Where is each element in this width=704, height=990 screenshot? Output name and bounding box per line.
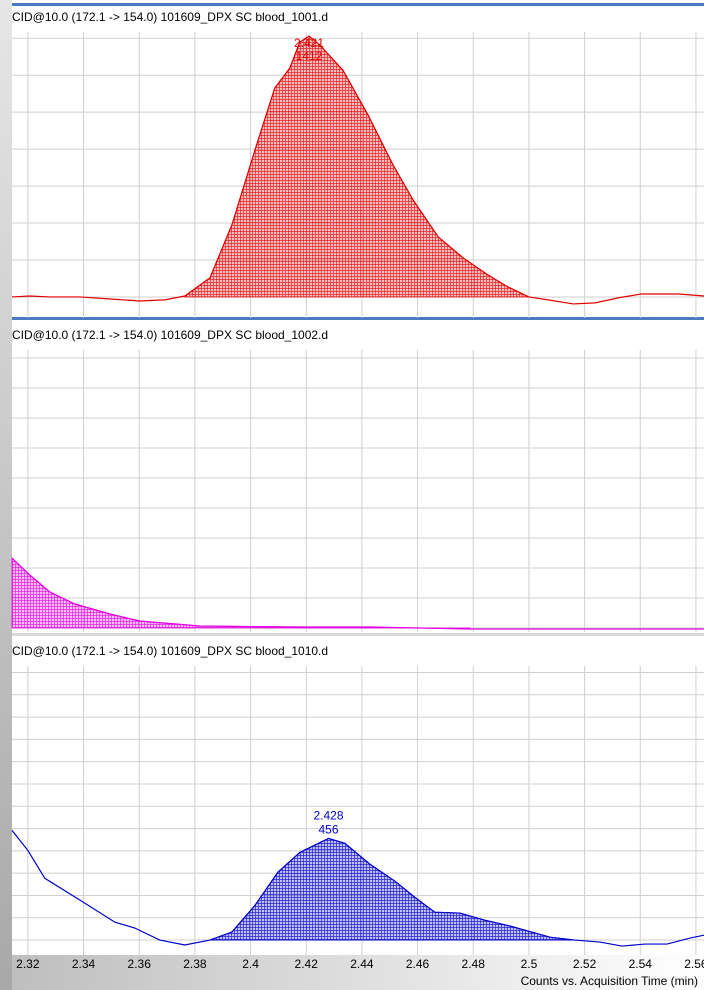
- x-tick-label: 2.44: [350, 957, 374, 971]
- peak-label-time: 2.421: [294, 36, 324, 50]
- panel-title: CID@10.0 (172.1 -> 154.0) 101609_DPX SC …: [12, 328, 328, 342]
- x-axis-title: Counts vs. Acquisition Time (min): [521, 974, 698, 988]
- x-tick-label: 2.34: [72, 957, 96, 971]
- x-tick-label: 2.56: [684, 957, 704, 971]
- side-strip: [0, 0, 12, 990]
- peak-label-counts: 456: [318, 823, 338, 837]
- x-tick-label: 2.52: [573, 957, 597, 971]
- trace: [11, 35, 704, 305]
- x-tick-label: 2.48: [462, 957, 486, 971]
- x-tick-label: 2.4: [242, 957, 259, 971]
- x-tick-label: 2.38: [183, 957, 207, 971]
- panel-border: [12, 317, 704, 320]
- x-tick-label: 2.32: [16, 957, 40, 971]
- panel-border: [12, 633, 704, 636]
- trace: [11, 829, 704, 947]
- panel-title: CID@10.0 (172.1 -> 154.0) 101609_DPX SC …: [12, 644, 328, 658]
- panel-title: CID@10.0 (172.1 -> 154.0) 101609_DPX SC …: [12, 10, 328, 24]
- peak-label-time: 2.428: [313, 809, 343, 823]
- axis-strip: [0, 955, 704, 990]
- x-tick-label: 2.54: [629, 957, 653, 971]
- peak-label-counts: 1412: [296, 49, 323, 63]
- x-tick-label: 2.42: [295, 957, 319, 971]
- panel-border: [12, 3, 704, 6]
- x-tick-label: 2.36: [128, 957, 152, 971]
- x-tick-label: 2.5: [521, 957, 538, 971]
- x-tick-label: 2.46: [406, 957, 430, 971]
- trace: [11, 557, 704, 630]
